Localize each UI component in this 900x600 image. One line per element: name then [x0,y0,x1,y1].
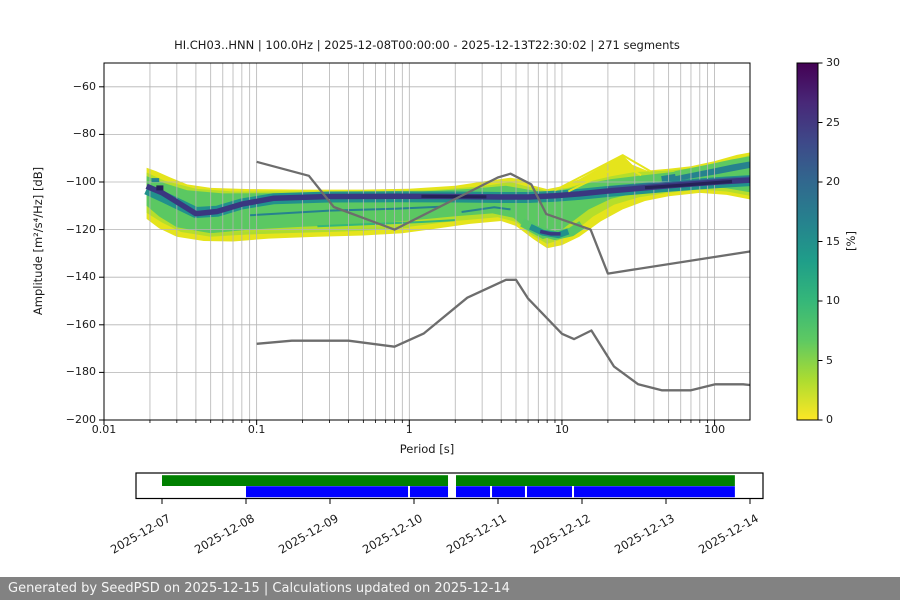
psd-band-fan-streak-teal-2 [461,206,511,213]
plot-title: HI.CH03..HNN | 100.0Hz | 2025-12-08T00:0… [174,38,680,52]
footer-text: Generated by SeedPSD on 2025-12-15 | Cal… [8,581,510,596]
colorbar-gradient [797,63,818,420]
y-tick-label: −60 [72,79,96,93]
nlnm-line [256,278,750,392]
psd-histogram-base [144,152,751,249]
plot-border [103,62,751,421]
psd-band-yellow-spike-outline-1 [554,154,652,192]
colorbar-tick-label: 15 [826,234,840,248]
colorbar-tick-label: 20 [826,175,840,188]
noise-model-lines [256,160,750,392]
axes [99,62,751,425]
x-axis-label: Period [s] [399,442,455,456]
psd-band-fan-streak-yellowgreen [210,225,410,236]
timeline-segment-psd-coverage [246,486,409,498]
timeline [135,472,764,504]
x-tick-label: 0.01 [91,423,117,436]
y-tick-label: −140 [65,270,96,284]
footer-bar: Generated by SeedPSD on 2025-12-15 | Cal… [0,577,900,600]
psd-histogram-mode [145,154,750,240]
y-tick-label: −100 [65,175,96,188]
timeline-segment-psd-coverage [574,486,735,498]
psd-band-yellow-spike-outline-2 [567,163,642,193]
colorbar [796,62,823,421]
colorbar-tick-label: 10 [826,294,840,307]
psd-band-fan-streak-green-1 [317,219,456,228]
y-tick-label: −200 [65,413,96,426]
psd-band-mode-dark-segment-1 [421,194,487,199]
psd-band-microseism-blob-navy [539,229,561,236]
x-tick-label: 1 [405,423,413,436]
nhnm-line [256,160,750,275]
x-tick-label: 0.1 [247,423,266,436]
timeline-segment-data-availability [456,475,735,486]
y-tick-label: −160 [65,317,96,331]
y-tick-label: −120 [65,222,96,236]
timeline-segment-psd-coverage [456,486,491,498]
psd-band-mode-dark-segment-2 [644,179,733,190]
timeline-segment-psd-coverage [492,486,525,498]
timeline-segment-data-availability [162,475,449,486]
timeline-segment-psd-coverage [526,486,573,498]
grid-lines [104,63,750,420]
timeline-segment-psd-coverage [409,486,449,498]
y-tick-label: −80 [72,127,96,141]
colorbar-tick-label: 25 [826,115,840,129]
colorbar-tick-label: 0 [826,413,833,426]
x-tick-label: 100 [704,423,726,436]
psd-band-fan-streak-teal-1 [249,205,441,217]
colorbar-tick-label: 30 [826,56,840,69]
x-tick-label: 10 [554,423,569,436]
y-tick-label: −180 [65,365,96,379]
colorbar-tick-label: 5 [826,353,833,367]
